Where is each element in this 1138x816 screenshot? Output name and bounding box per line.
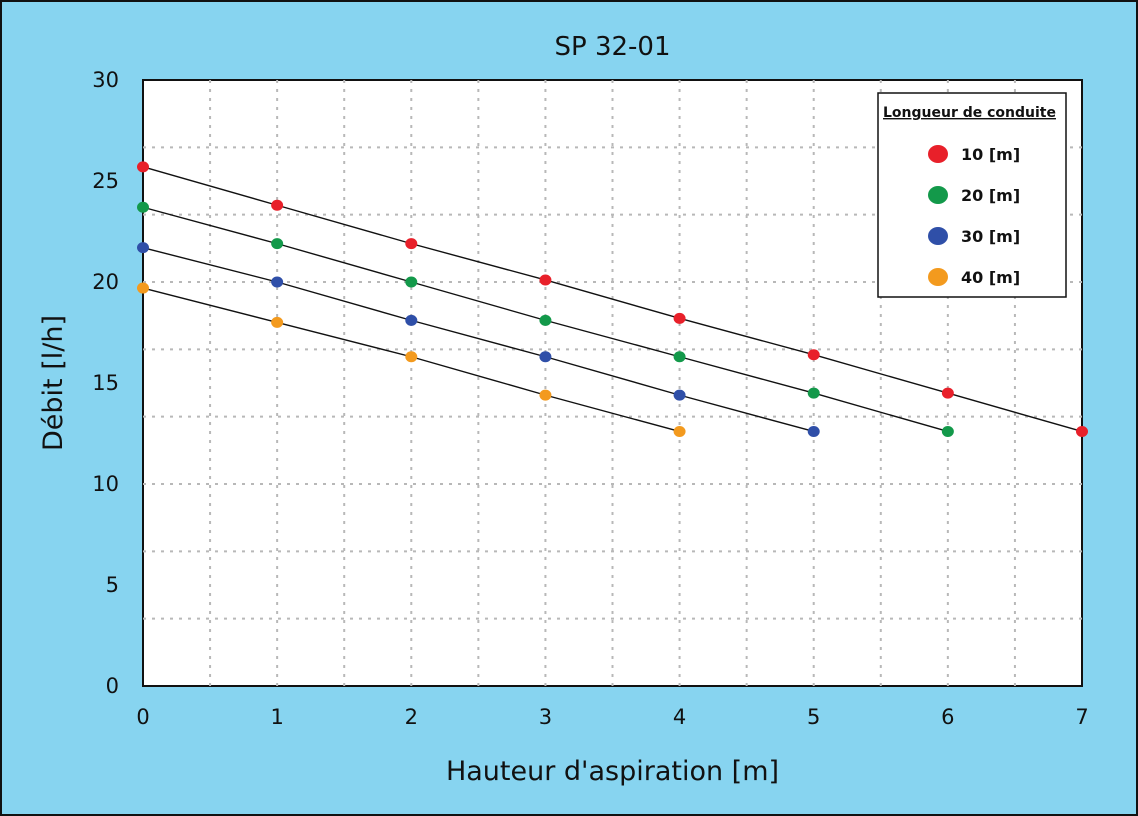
data-point bbox=[137, 161, 149, 173]
data-point bbox=[673, 312, 686, 324]
data-point bbox=[673, 425, 686, 437]
data-point bbox=[807, 349, 820, 361]
data-point bbox=[539, 274, 552, 286]
x-tick-label: 2 bbox=[405, 705, 418, 729]
x-tick-label: 5 bbox=[807, 705, 820, 729]
data-point bbox=[539, 389, 552, 401]
chart-title: SP 32-01 bbox=[555, 32, 671, 62]
legend-items: 10 [m] 20 [m] 30 [m] 40 [m] bbox=[928, 145, 1020, 287]
data-point bbox=[673, 389, 686, 401]
data-point bbox=[271, 316, 284, 328]
y-tick-label: 20 bbox=[92, 270, 119, 294]
legend-title: Longueur de conduite bbox=[883, 105, 1056, 121]
x-tick-label: 0 bbox=[136, 705, 149, 729]
x-tick-label: 6 bbox=[941, 705, 954, 729]
data-point bbox=[137, 282, 149, 294]
legend-label: 30 [m] bbox=[961, 227, 1020, 246]
y-tick-label: 15 bbox=[92, 371, 119, 395]
x-axis-label: Hauteur d'aspiration [m] bbox=[446, 756, 779, 787]
y-tick-label: 5 bbox=[106, 573, 119, 597]
series-points bbox=[137, 161, 1088, 437]
x-tick-label: 4 bbox=[673, 705, 686, 729]
data-point bbox=[673, 351, 686, 363]
legend-marker bbox=[928, 186, 948, 204]
data-point bbox=[271, 276, 284, 288]
y-tick-label: 0 bbox=[106, 674, 119, 698]
data-point bbox=[137, 242, 149, 254]
data-point bbox=[539, 351, 552, 363]
data-point bbox=[807, 425, 820, 437]
x-tick-label: 1 bbox=[270, 705, 283, 729]
legend-label: 10 [m] bbox=[961, 145, 1020, 164]
legend-marker bbox=[928, 227, 948, 245]
y-axis-label: Débit [l/h] bbox=[38, 315, 69, 451]
data-point bbox=[405, 314, 418, 326]
series-line bbox=[142, 246, 814, 433]
data-point bbox=[137, 201, 149, 213]
y-tick-labels: 0 5 10 15 20 25 30 bbox=[92, 68, 119, 698]
data-point bbox=[539, 314, 552, 326]
data-point bbox=[941, 425, 954, 437]
legend-marker bbox=[928, 268, 948, 286]
x-tick-label: 3 bbox=[539, 705, 552, 729]
y-tick-label: 25 bbox=[92, 169, 119, 193]
y-tick-label: 30 bbox=[92, 68, 119, 92]
series-line bbox=[142, 166, 1083, 433]
data-point bbox=[405, 238, 418, 250]
x-tick-label: 7 bbox=[1075, 705, 1088, 729]
data-point bbox=[271, 238, 284, 250]
legend: Longueur de conduite 10 [m] 20 [m] 30 [m] 4… bbox=[877, 92, 1067, 298]
legend-marker bbox=[928, 145, 948, 163]
data-point bbox=[941, 387, 954, 399]
data-point bbox=[405, 351, 418, 363]
legend-box bbox=[877, 92, 1067, 298]
legend-label: 40 [m] bbox=[961, 268, 1020, 287]
data-point bbox=[271, 199, 284, 211]
data-point bbox=[1076, 425, 1088, 437]
legend-label: 20 [m] bbox=[961, 186, 1020, 205]
y-tick-label: 10 bbox=[92, 472, 119, 496]
x-tick-labels: 0 1 2 3 4 5 6 7 bbox=[136, 705, 1088, 729]
data-point bbox=[807, 387, 820, 399]
data-point bbox=[405, 276, 418, 288]
